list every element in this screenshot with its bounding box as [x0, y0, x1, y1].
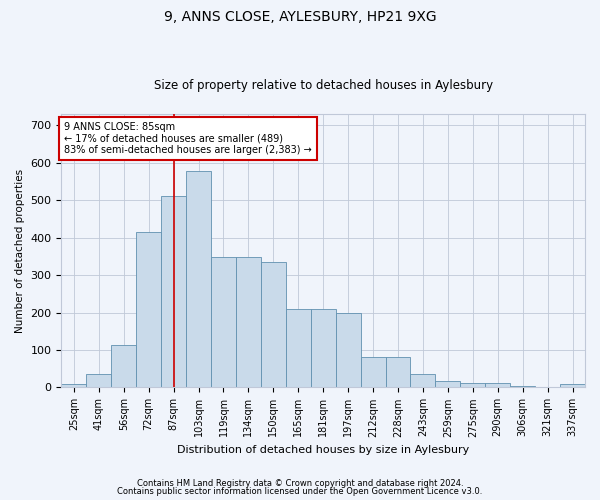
Bar [410, 374, 436, 388]
Bar [161, 196, 186, 388]
Bar [535, 386, 560, 388]
Text: Contains public sector information licensed under the Open Government Licence v3: Contains public sector information licen… [118, 487, 482, 496]
Bar [261, 262, 286, 388]
Bar [335, 312, 361, 388]
Bar [286, 309, 311, 388]
Bar [136, 232, 161, 388]
Bar [61, 384, 86, 388]
Bar [560, 384, 585, 388]
Text: 9 ANNS CLOSE: 85sqm
← 17% of detached houses are smaller (489)
83% of semi-detac: 9 ANNS CLOSE: 85sqm ← 17% of detached ho… [64, 122, 312, 156]
Bar [311, 309, 335, 388]
Text: Contains HM Land Registry data © Crown copyright and database right 2024.: Contains HM Land Registry data © Crown c… [137, 478, 463, 488]
X-axis label: Distribution of detached houses by size in Aylesbury: Distribution of detached houses by size … [177, 445, 469, 455]
Bar [186, 171, 211, 388]
Title: Size of property relative to detached houses in Aylesbury: Size of property relative to detached ho… [154, 79, 493, 92]
Bar [86, 374, 111, 388]
Bar [485, 383, 510, 388]
Bar [236, 258, 261, 388]
Bar [111, 345, 136, 388]
Bar [436, 380, 460, 388]
Text: 9, ANNS CLOSE, AYLESBURY, HP21 9XG: 9, ANNS CLOSE, AYLESBURY, HP21 9XG [164, 10, 436, 24]
Bar [361, 358, 386, 388]
Bar [460, 383, 485, 388]
Y-axis label: Number of detached properties: Number of detached properties [15, 168, 25, 333]
Bar [510, 386, 535, 388]
Bar [211, 258, 236, 388]
Bar [386, 358, 410, 388]
